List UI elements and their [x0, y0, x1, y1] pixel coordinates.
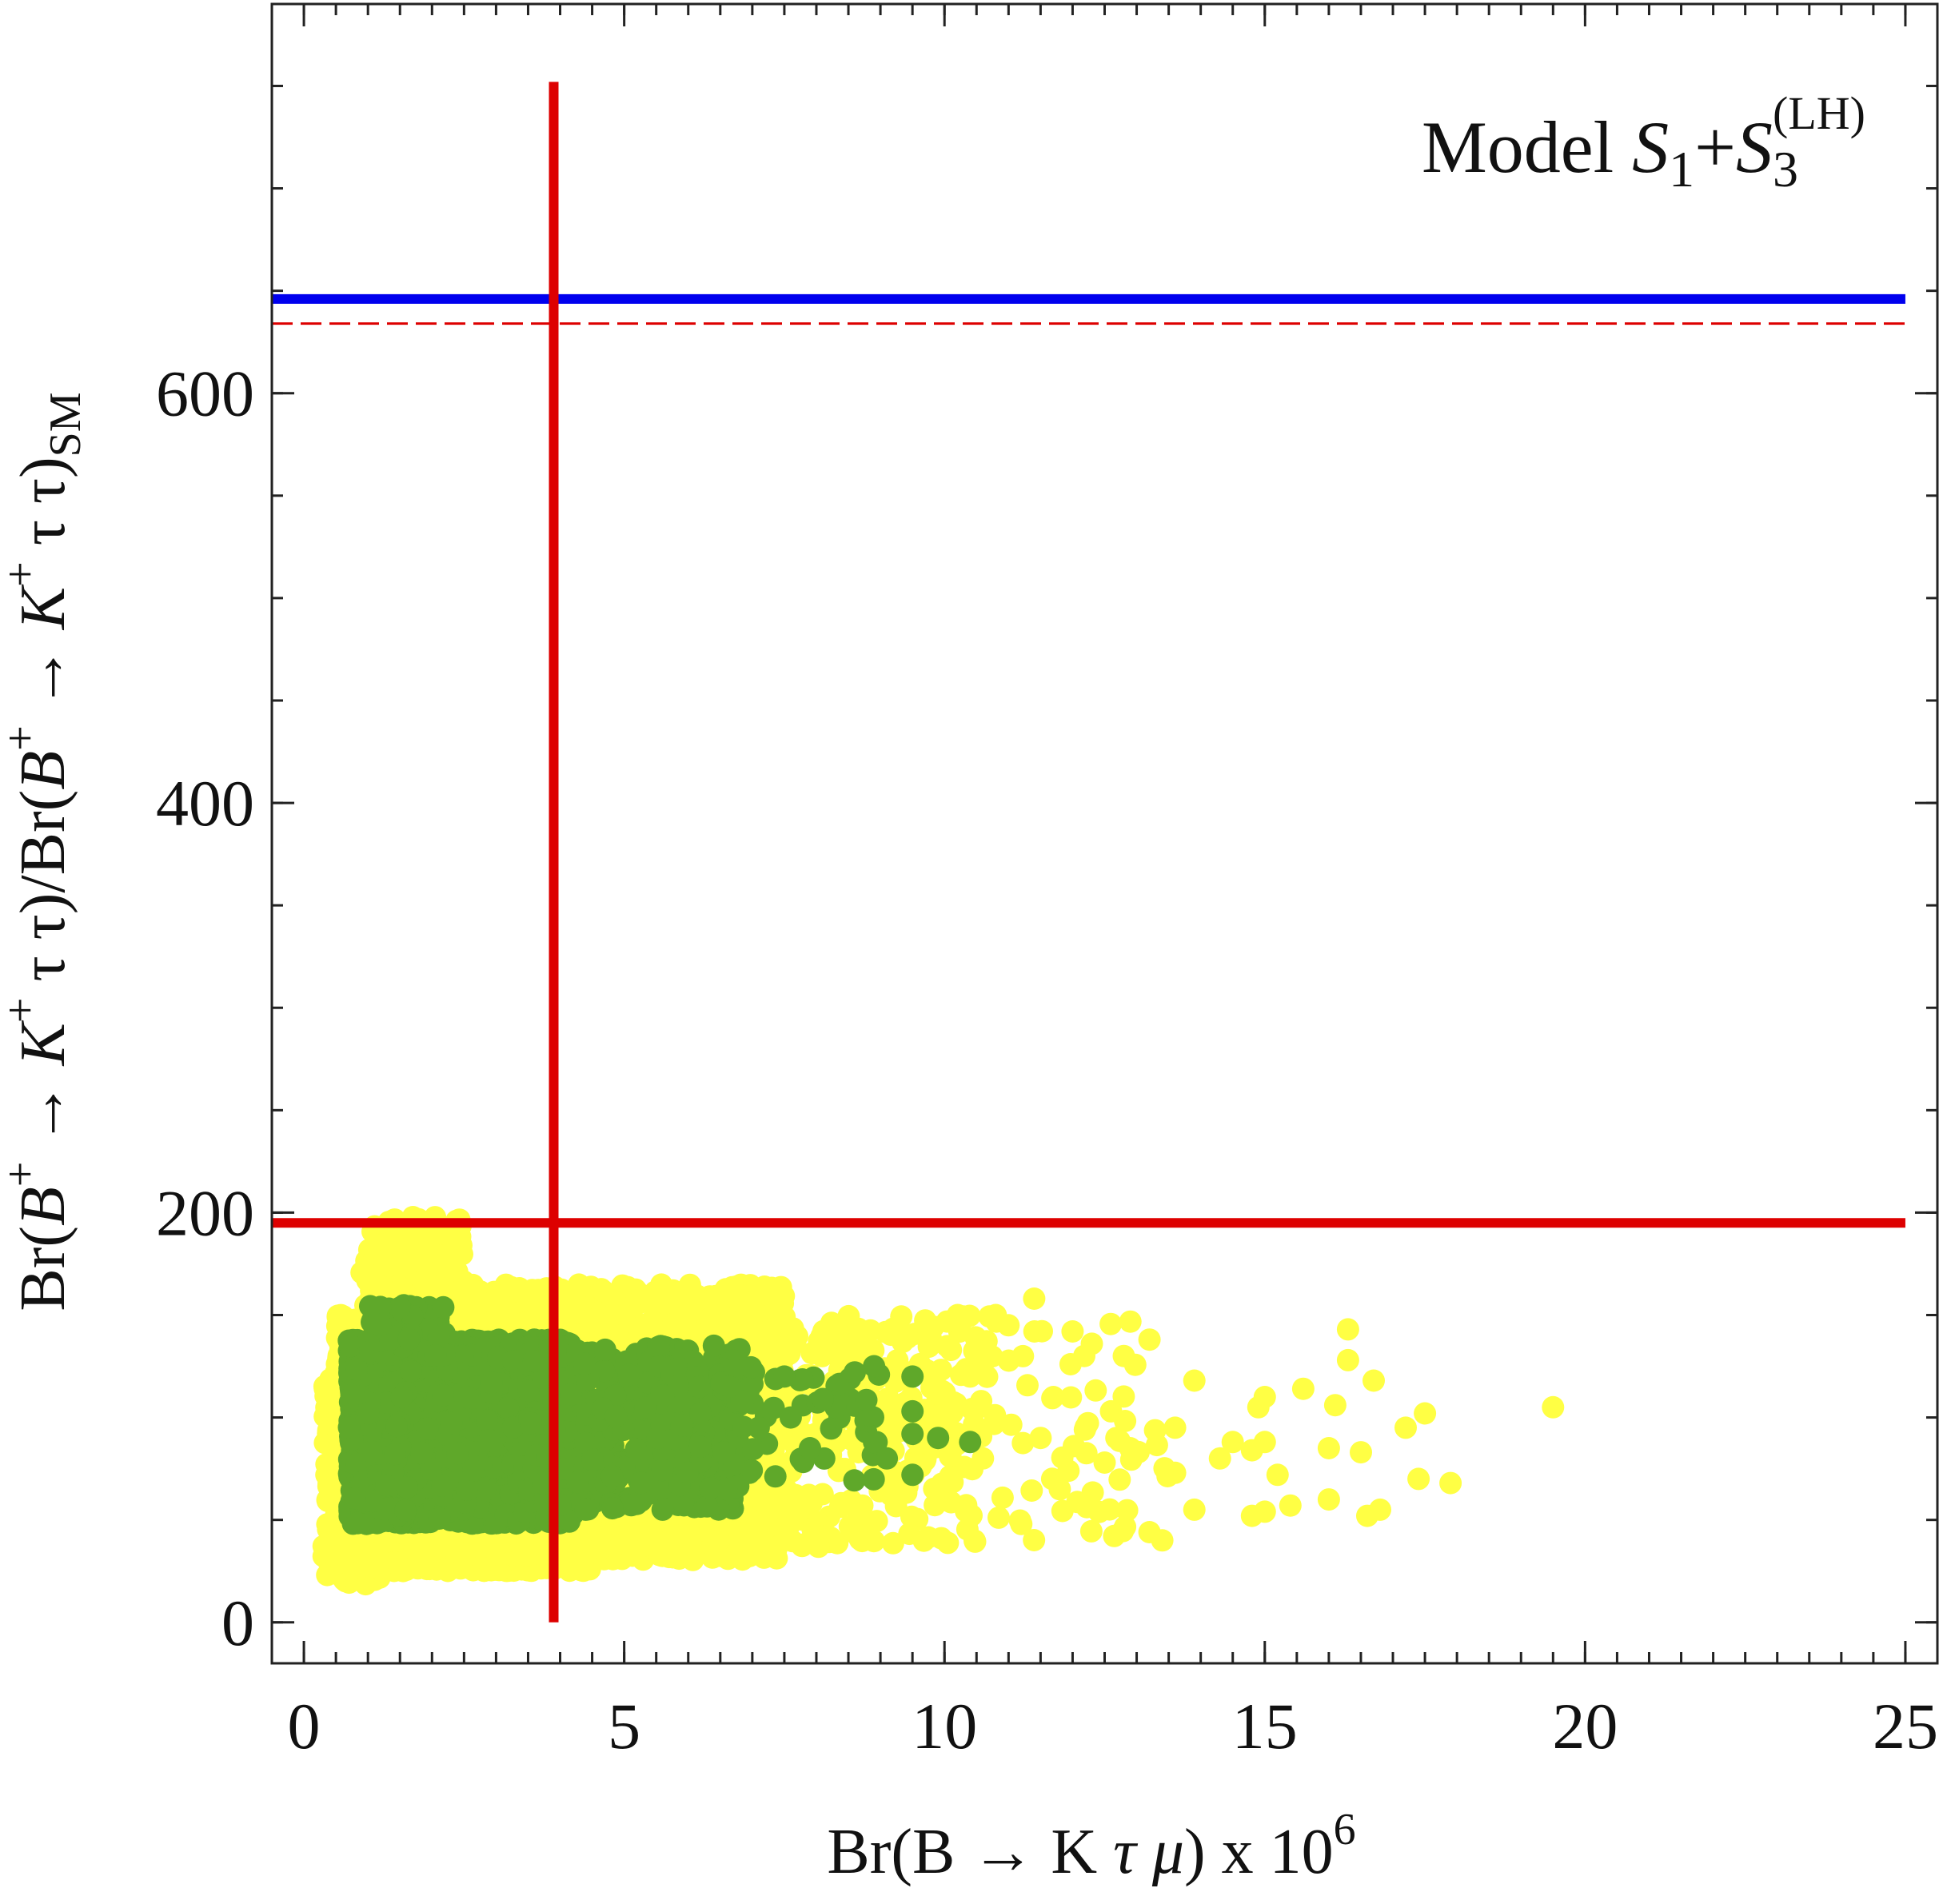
- all-points-point: [327, 1309, 350, 1332]
- all-points-point: [359, 1556, 382, 1579]
- all-points-point: [341, 1534, 364, 1556]
- all-points-point: [448, 1541, 471, 1564]
- all-points-point: [388, 1555, 410, 1577]
- all-points-point: [424, 1223, 447, 1246]
- scatter-points-layer: [312, 1206, 1565, 1596]
- all-points-point: [481, 1291, 504, 1314]
- all-points-point: [406, 1236, 429, 1259]
- all-points-point: [373, 1248, 397, 1271]
